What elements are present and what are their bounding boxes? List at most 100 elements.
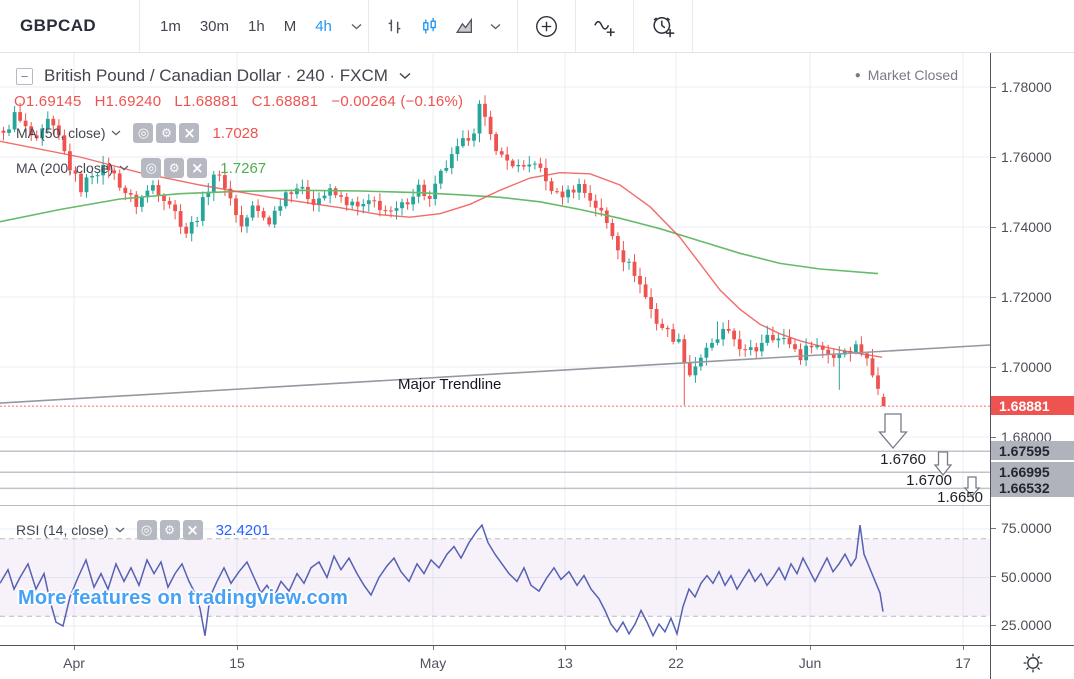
target-price-label: 1.6760 xyxy=(880,451,926,468)
level-price-badge: 1.67595 xyxy=(991,441,1074,461)
price-tick-label: 1.76000 xyxy=(991,149,1052,165)
price-tick-label: 1.72000 xyxy=(991,289,1052,305)
chart-style-group xyxy=(369,17,517,36)
time-label: 15 xyxy=(229,655,245,671)
timeframe-4h[interactable]: 4h xyxy=(315,17,332,35)
ma200-visibility-icon[interactable]: ◎ xyxy=(141,158,162,178)
ma200-remove-icon[interactable]: × xyxy=(187,158,208,178)
timeframe-1h[interactable]: 1h xyxy=(248,17,265,35)
alerts-group xyxy=(634,13,692,39)
compare-icon[interactable] xyxy=(534,14,559,39)
timeframe-30m[interactable]: 30m xyxy=(199,17,230,35)
rsi-label[interactable]: RSI (14, close) xyxy=(16,522,109,538)
price-tick-label: 1.74000 xyxy=(991,219,1052,235)
time-label: 13 xyxy=(557,655,573,671)
collapse-icon[interactable]: − xyxy=(16,67,33,85)
symbol-button[interactable]: GBPCAD xyxy=(20,16,97,35)
current-price-badge: 1.68881 xyxy=(991,396,1074,416)
time-tick xyxy=(676,646,677,650)
ma50-visibility-icon[interactable]: ◎ xyxy=(133,123,154,143)
timeframe-group: 1m 30m 1h M 4h xyxy=(140,18,368,35)
time-tick xyxy=(565,646,566,650)
toolbar-separator xyxy=(368,0,369,52)
timeframe-M[interactable]: M xyxy=(283,17,297,35)
style-dropdown-chevron-icon[interactable] xyxy=(490,23,501,30)
ma200-settings-icon[interactable]: ⚙ xyxy=(164,158,185,178)
ma50-value: 1.7028 xyxy=(212,124,259,142)
down-arrow-icon xyxy=(878,413,908,450)
ma50-settings-icon[interactable]: ⚙ xyxy=(156,123,177,143)
market-status-dot-icon: ● xyxy=(854,69,861,81)
title-chevron-icon[interactable] xyxy=(399,72,411,80)
rsi-chart-canvas[interactable] xyxy=(0,505,990,645)
ma50-line xyxy=(0,140,883,358)
ma50-legend-row: MA (50, close) ◎ ⚙ × 1.7028 xyxy=(16,123,258,143)
ohlc-values: O1.69145 H1.69240 L1.68881 C1.68881 −0.0… xyxy=(14,93,464,110)
time-label: Jun xyxy=(798,655,822,671)
time-label: Apr xyxy=(63,655,85,671)
market-status: ● Market Closed xyxy=(855,67,958,83)
time-axis[interactable]: Apr 15 May 13 22 Jun 17 xyxy=(0,645,1074,679)
indicators-icon[interactable] xyxy=(592,14,617,39)
time-label: 22 xyxy=(668,655,684,671)
price-tick-label: 1.68000 xyxy=(991,429,1052,445)
market-status-text: Market Closed xyxy=(867,67,958,83)
time-tick xyxy=(237,646,238,650)
axis-settings-corner[interactable] xyxy=(990,646,1074,679)
candles-style-icon[interactable] xyxy=(420,17,439,36)
indicators-group xyxy=(576,14,633,39)
ma200-line xyxy=(0,189,879,275)
down-arrow-icon xyxy=(933,451,953,477)
toolbar-separator xyxy=(139,0,140,52)
rsi-settings-icon[interactable]: ⚙ xyxy=(159,520,180,540)
rsi-value: 32.4201 xyxy=(215,521,270,539)
tradingview-watermark-link[interactable]: More features on tradingview.com xyxy=(18,587,349,609)
toolbar-separator xyxy=(575,0,576,52)
target-price-label: 1.6650 xyxy=(937,489,983,505)
area-style-icon[interactable] xyxy=(455,17,474,36)
compare-group xyxy=(518,14,575,39)
rsi-visibility-icon[interactable]: ◎ xyxy=(136,520,157,540)
ma200-legend-row: MA (200, close) ◎ ⚙ × 1.7267 xyxy=(16,158,266,178)
toolbar-separator xyxy=(517,0,518,52)
target-price-label: 1.6700 xyxy=(906,472,952,489)
time-tick xyxy=(74,646,75,650)
alert-icon[interactable] xyxy=(650,13,676,39)
toolbar-separator xyxy=(692,0,693,52)
ma50-chevron-icon[interactable] xyxy=(111,130,121,136)
chart-title: British Pound / Canadian Dollar · 240 · … xyxy=(44,66,388,85)
time-tick xyxy=(810,646,811,650)
trendline-label: Major Trendline xyxy=(398,376,501,393)
ma200-chevron-icon[interactable] xyxy=(119,165,129,171)
rsi-remove-icon[interactable]: × xyxy=(182,520,203,540)
rsi-tick-label: 25.0000 xyxy=(991,617,1052,633)
timeframe-1m[interactable]: 1m xyxy=(160,17,181,35)
ma200-value: 1.7267 xyxy=(220,159,267,177)
major-trendline[interactable] xyxy=(0,344,990,404)
ma50-remove-icon[interactable]: × xyxy=(179,123,200,143)
bars-style-icon[interactable] xyxy=(385,17,404,36)
time-label: May xyxy=(419,655,447,671)
rsi-legend-row: RSI (14, close) ◎ ⚙ × 32.4201 xyxy=(16,520,270,540)
price-tick-label: 1.70000 xyxy=(991,359,1052,375)
toolbar: GBPCAD 1m 30m 1h M 4h xyxy=(0,0,1074,53)
rsi-tick-label: 50.0000 xyxy=(991,569,1052,585)
support-level-lines xyxy=(0,450,990,490)
ma50-label[interactable]: MA (50, close) xyxy=(16,125,106,141)
rsi-tick-label: 75.0000 xyxy=(991,520,1052,536)
price-axis[interactable]: 1.78000 1.76000 1.74000 1.72000 1.70000 1.680… xyxy=(990,52,1074,645)
time-tick xyxy=(433,646,434,650)
ma200-label[interactable]: MA (200, close) xyxy=(16,160,114,176)
timeframe-dropdown-chevron-icon[interactable] xyxy=(351,23,362,30)
rsi-chevron-icon[interactable] xyxy=(115,527,125,533)
gridlines xyxy=(0,52,990,505)
time-tick xyxy=(963,646,964,650)
chart-title-row[interactable]: − British Pound / Canadian Dollar · 240 … xyxy=(16,66,411,86)
price-tick-label: 1.78000 xyxy=(991,79,1052,95)
level-price-badge: 1.66995 xyxy=(991,462,1074,482)
toolbar-separator xyxy=(633,0,634,52)
axis-settings-gear-icon[interactable] xyxy=(1020,650,1046,676)
